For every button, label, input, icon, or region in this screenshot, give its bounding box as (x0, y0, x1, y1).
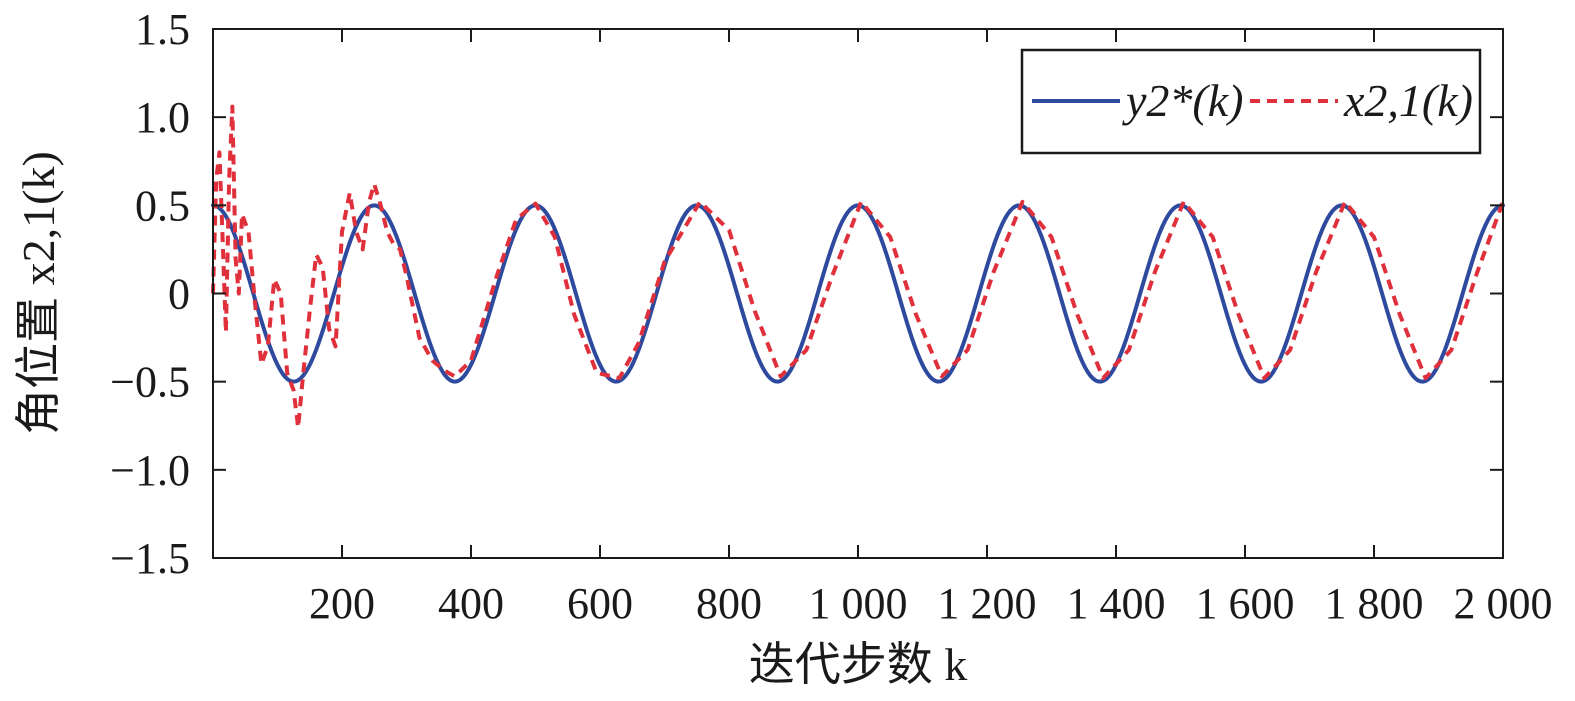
y-tick-label: 0 (168, 270, 190, 319)
y-tick-label: −1.0 (110, 446, 190, 495)
x-tick-label: 600 (567, 579, 633, 628)
y-axis-title: 角位置 x2,1(k) (13, 151, 64, 435)
x-tick-label: 400 (438, 579, 504, 628)
x-tick-label: 200 (309, 579, 375, 628)
y-tick-label: 1.5 (135, 5, 190, 54)
x-tick-label: 2 000 (1454, 579, 1553, 628)
x-tick-label: 1 600 (1196, 579, 1295, 628)
series-layer (211, 104, 1505, 430)
y-tick-label: 0.5 (135, 181, 190, 230)
x-tick-label: 1 000 (809, 579, 908, 628)
legend-label-y2star: y2*(k) (1122, 75, 1243, 126)
x-tick-label: 800 (696, 579, 762, 628)
x-tick-label: 1 800 (1325, 579, 1424, 628)
y-tick-label: 1.0 (135, 93, 190, 142)
legend: y2*(k) x2,1(k) (1020, 48, 1482, 155)
x-tick-label: 1 200 (938, 579, 1037, 628)
ticks-layer: 200 400 600 800 1 000 1 200 1 400 1 600 1 800 2 0… (110, 5, 1552, 628)
x-tick-label: 1 400 (1067, 579, 1166, 628)
series-line-1 (211, 104, 1505, 430)
y-tick-label: −1.5 (110, 534, 190, 583)
x-axis-title: 迭代步数 k (749, 639, 968, 690)
legend-label-x21: x2,1(k) (1343, 75, 1473, 126)
y-tick-label: −0.5 (110, 358, 190, 407)
